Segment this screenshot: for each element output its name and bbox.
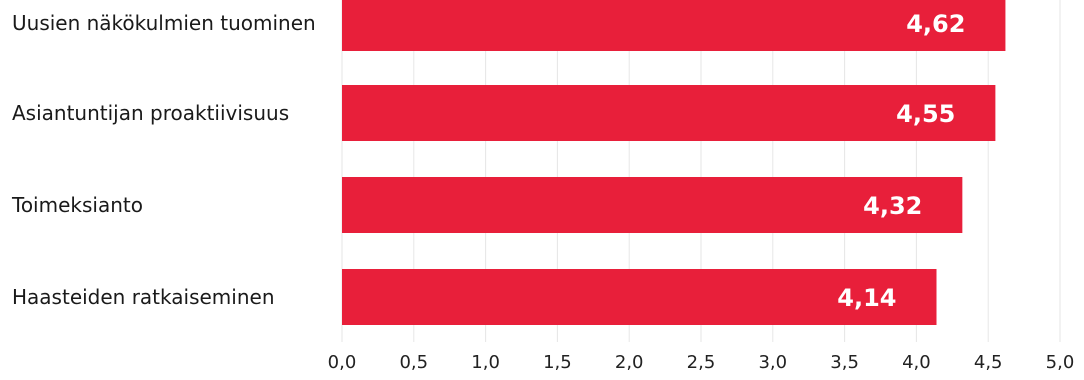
x-tick-label: 0,5 — [399, 352, 428, 373]
bars: 4,62 4,55 4,32 4,14 — [342, 0, 1006, 325]
category-label: Toimeksianto — [11, 193, 143, 217]
x-tick-label: 1,5 — [543, 352, 572, 373]
x-tick-label: 3,5 — [830, 352, 859, 373]
x-tick-label: 0,0 — [328, 352, 357, 373]
category-label: Haasteiden ratkaiseminen — [12, 285, 275, 309]
x-tick-label: 2,0 — [615, 352, 644, 373]
bar-value-label: 4,32 — [863, 192, 922, 220]
x-tick-label: 4,0 — [902, 352, 931, 373]
category-label: Uusien näkökulmien tuominen — [12, 11, 316, 35]
bar — [342, 85, 996, 141]
bar — [342, 0, 1006, 51]
gridlines — [341, 0, 1061, 342]
x-tick-label: 4,5 — [974, 352, 1003, 373]
x-axis-tick-labels: 0,0 0,5 1,0 1,5 2,0 2,5 3,0 3,5 4,0 4,5 5,0 — [328, 352, 1075, 373]
bar-value-label: 4,14 — [837, 284, 896, 312]
bar — [342, 269, 937, 325]
x-tick-label: 3,0 — [758, 352, 787, 373]
x-tick-label: 1,0 — [471, 352, 500, 373]
bar-value-label: 4,55 — [896, 100, 955, 128]
x-tick-label: 2,5 — [687, 352, 716, 373]
category-labels: Uusien näkökulmien tuominen Asiantuntijan… — [11, 11, 316, 309]
category-label: Asiantuntijan proaktiivisuus — [12, 101, 289, 125]
bar-value-label: 4,62 — [906, 10, 965, 38]
x-tick-label: 5,0 — [1046, 352, 1075, 373]
bar — [342, 177, 963, 233]
